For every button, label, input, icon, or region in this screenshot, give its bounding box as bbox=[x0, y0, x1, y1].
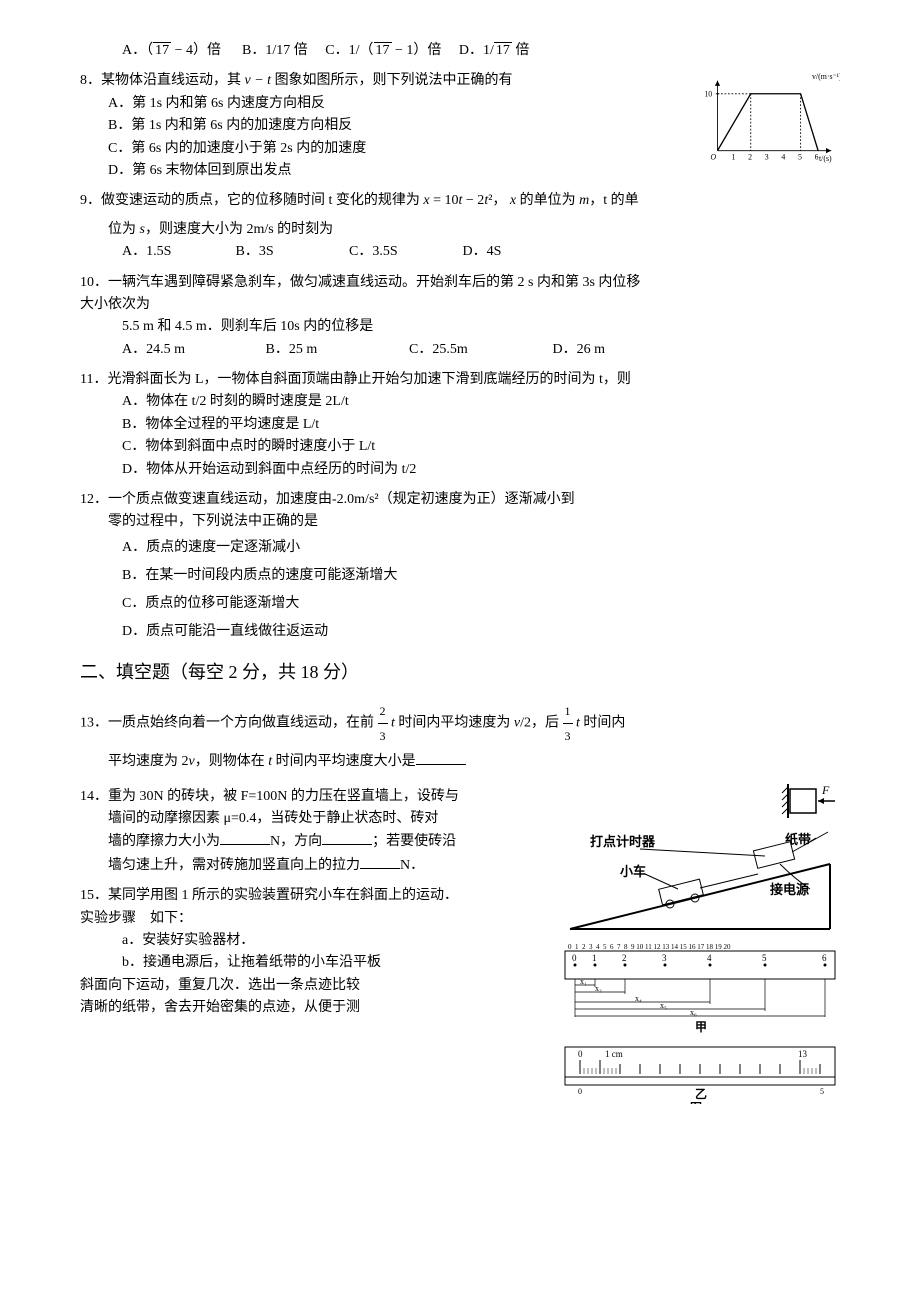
q14-blank2 bbox=[322, 830, 372, 845]
q12-stem-a: 12．一个质点做变速直线运动，加速度由-2.0m/s²（规定初速度为正）逐渐减小… bbox=[80, 489, 840, 511]
svg-text:6: 6 bbox=[815, 153, 819, 162]
svg-text:v/(m·s⁻¹): v/(m·s⁻¹) bbox=[812, 72, 840, 81]
section-2-header: 二、填空题（每空 2 分，共 18 分） bbox=[80, 658, 840, 687]
svg-text:0: 0 bbox=[578, 1049, 583, 1059]
q13-blank bbox=[416, 750, 466, 765]
q11-opt-d: D．物体从开始运动到斜面中点经历的时间为 t/2 bbox=[80, 459, 840, 481]
q14-line3b: N，方向 bbox=[270, 834, 322, 849]
svg-text:6: 6 bbox=[822, 953, 827, 963]
svg-text:2: 2 bbox=[748, 153, 752, 162]
svg-text:2: 2 bbox=[622, 953, 627, 963]
q8-vt-graph: v/(m·s⁻¹) t/(s) 10 O 1 2 3 4 5 6 bbox=[700, 70, 840, 178]
svg-text:图2: 图2 bbox=[690, 1101, 708, 1104]
q14-blank1 bbox=[220, 830, 270, 845]
svg-text:x₁: x₁ bbox=[580, 977, 587, 986]
svg-text:乙: 乙 bbox=[695, 1087, 707, 1101]
q13-frac2: 13 bbox=[563, 699, 573, 748]
q13-stem-d: 平均速度为 2v，则物体在 t 时间内平均速度大小是 bbox=[108, 754, 416, 769]
svg-text:4: 4 bbox=[707, 953, 712, 963]
q8: v/(m·s⁻¹) t/(s) 10 O 1 2 3 4 5 6 8．某物体沿直… bbox=[80, 70, 840, 182]
svg-text:甲: 甲 bbox=[695, 1020, 707, 1034]
q7-opt-b: B．1/17 倍 bbox=[242, 43, 308, 58]
svg-text:13: 13 bbox=[798, 1049, 808, 1059]
svg-text:x₄: x₄ bbox=[635, 994, 642, 1003]
q12-opt-d: D．质点可能沿一直线做往返运动 bbox=[80, 618, 840, 646]
svg-text:t/(s): t/(s) bbox=[819, 155, 832, 164]
q12-stem-b: 零的过程中，下列说法中正确的是 bbox=[80, 511, 840, 533]
q13: 13．一质点始终向着一个方向做直线运动，在前 23 t 时间内平均速度为 v/2… bbox=[80, 699, 840, 776]
q7-opt-a: A．（17 − 4）倍 bbox=[122, 42, 221, 58]
q12-opt-a: A．质点的速度一定逐渐减小 bbox=[80, 534, 840, 562]
q9-opt-c: C．3.5S bbox=[349, 241, 459, 263]
q12-opt-b: B．在某一时间段内质点的速度可能逐渐增大 bbox=[80, 562, 840, 590]
q10-opt-b: B．25 m bbox=[266, 339, 406, 361]
svg-text:x₅: x₅ bbox=[660, 1001, 667, 1010]
q10-stem-b: 大小依次为 bbox=[80, 294, 840, 316]
q12: 12．一个质点做变速直线运动，加速度由-2.0m/s²（规定初速度为正）逐渐减小… bbox=[80, 489, 840, 646]
q11-opt-b: B．物体全过程的平均速度是 L/t bbox=[80, 414, 840, 436]
q13-stem-a: 13．一质点始终向着一个方向做直线运动，在前 bbox=[80, 715, 374, 730]
q14-line4a: 墙匀速上升，需对砖施加竖直向上的拉力 bbox=[108, 858, 360, 873]
svg-text:4: 4 bbox=[781, 153, 785, 162]
q13-frac1: 23 bbox=[378, 699, 388, 748]
q14-line4b: N． bbox=[400, 858, 424, 873]
q9: 9．做变速运动的质点，它的位移随时间 t 变化的规律为 x = 10t − 2t… bbox=[80, 190, 840, 263]
svg-text:0 1 2 3 4 5 6 7 8 9 1: 0 1 2 3 4 5 6 7 8 9 10 11 12 13 14 15 16… bbox=[568, 943, 731, 951]
q7-opt-c: C．1/（17 − 1）倍 bbox=[325, 42, 441, 58]
q9-opt-a: A．1.5S bbox=[122, 241, 232, 263]
q10: 10．一辆汽车遇到障碍紧急刹车，做匀减速直线运动。开始刹车后的第 2 s 内和第… bbox=[80, 272, 840, 362]
svg-text:3: 3 bbox=[765, 153, 769, 162]
q10-opt-d: D．26 m bbox=[553, 339, 653, 361]
experiment-diagram: F 打点计时器 纸带 小车 接电源 0 1 bbox=[560, 784, 840, 1112]
q9-stem-a: 9．做变速运动的质点，它的位移随时间 t 变化的规律为 x = 10t − 2t… bbox=[80, 190, 840, 212]
q10-stem-c: 5.5 m 和 4.5 m．则刹车后 10s 内的位移是 bbox=[80, 316, 840, 338]
q7-opt-d: D．1/17 倍 bbox=[459, 42, 530, 58]
svg-text:x₂: x₂ bbox=[595, 984, 602, 993]
q11-opt-c: C．物体到斜面中点时的瞬时速度小于 L/t bbox=[80, 436, 840, 458]
q13-stem-b: 时间内平均速度为 v/2，后 bbox=[398, 715, 559, 730]
svg-text:5: 5 bbox=[762, 953, 767, 963]
svg-text:5: 5 bbox=[820, 1087, 824, 1096]
q10-stem-a: 10．一辆汽车遇到障碍紧急刹车，做匀减速直线运动。开始刹车后的第 2 s 内和第… bbox=[80, 272, 840, 294]
q9-stem-b: 位为 s，则速度大小为 2m/s 的时刻为 bbox=[80, 219, 840, 241]
q11-opt-a: A．物体在 t/2 时刻的瞬时速度是 2L/t bbox=[80, 391, 840, 413]
svg-text:1 cm: 1 cm bbox=[605, 1049, 623, 1059]
q9-opt-b: B．3S bbox=[236, 241, 346, 263]
svg-text:0: 0 bbox=[578, 1087, 582, 1096]
svg-text:5: 5 bbox=[798, 153, 802, 162]
svg-text:1: 1 bbox=[592, 953, 597, 963]
q7-options: A．（17 − 4）倍 B．1/17 倍 C．1/（17 − 1）倍 D．1/1… bbox=[80, 40, 840, 62]
svg-text:1: 1 bbox=[732, 153, 736, 162]
svg-text:打点计时器: 打点计时器 bbox=[590, 834, 656, 849]
svg-text:3: 3 bbox=[662, 953, 667, 963]
svg-text:x₆: x₆ bbox=[690, 1008, 697, 1017]
svg-text:F: F bbox=[821, 784, 830, 797]
q13-stem-c: 时间内 bbox=[583, 715, 625, 730]
q10-opt-a: A．24.5 m bbox=[122, 339, 262, 361]
svg-text:O: O bbox=[711, 153, 717, 162]
q14-line3a: 墙的摩擦力大小为 bbox=[108, 834, 220, 849]
q14-blank3 bbox=[360, 854, 400, 869]
q14-line3c: ；若要使砖沿 bbox=[372, 834, 456, 849]
q9-opt-d: D．4S bbox=[463, 241, 573, 263]
q11-stem: 11．光滑斜面长为 L，一物体自斜面顶端由静止开始匀加速下滑到底端经历的时间为 … bbox=[80, 369, 840, 391]
q12-opt-c: C．质点的位移可能逐渐增大 bbox=[80, 590, 840, 618]
svg-text:10: 10 bbox=[704, 90, 712, 99]
svg-text:0: 0 bbox=[572, 953, 577, 963]
q10-opt-c: C．25.5m bbox=[409, 339, 549, 361]
svg-text:小车: 小车 bbox=[620, 864, 646, 879]
q11: 11．光滑斜面长为 L，一物体自斜面顶端由静止开始匀加速下滑到底端经历的时间为 … bbox=[80, 369, 840, 481]
